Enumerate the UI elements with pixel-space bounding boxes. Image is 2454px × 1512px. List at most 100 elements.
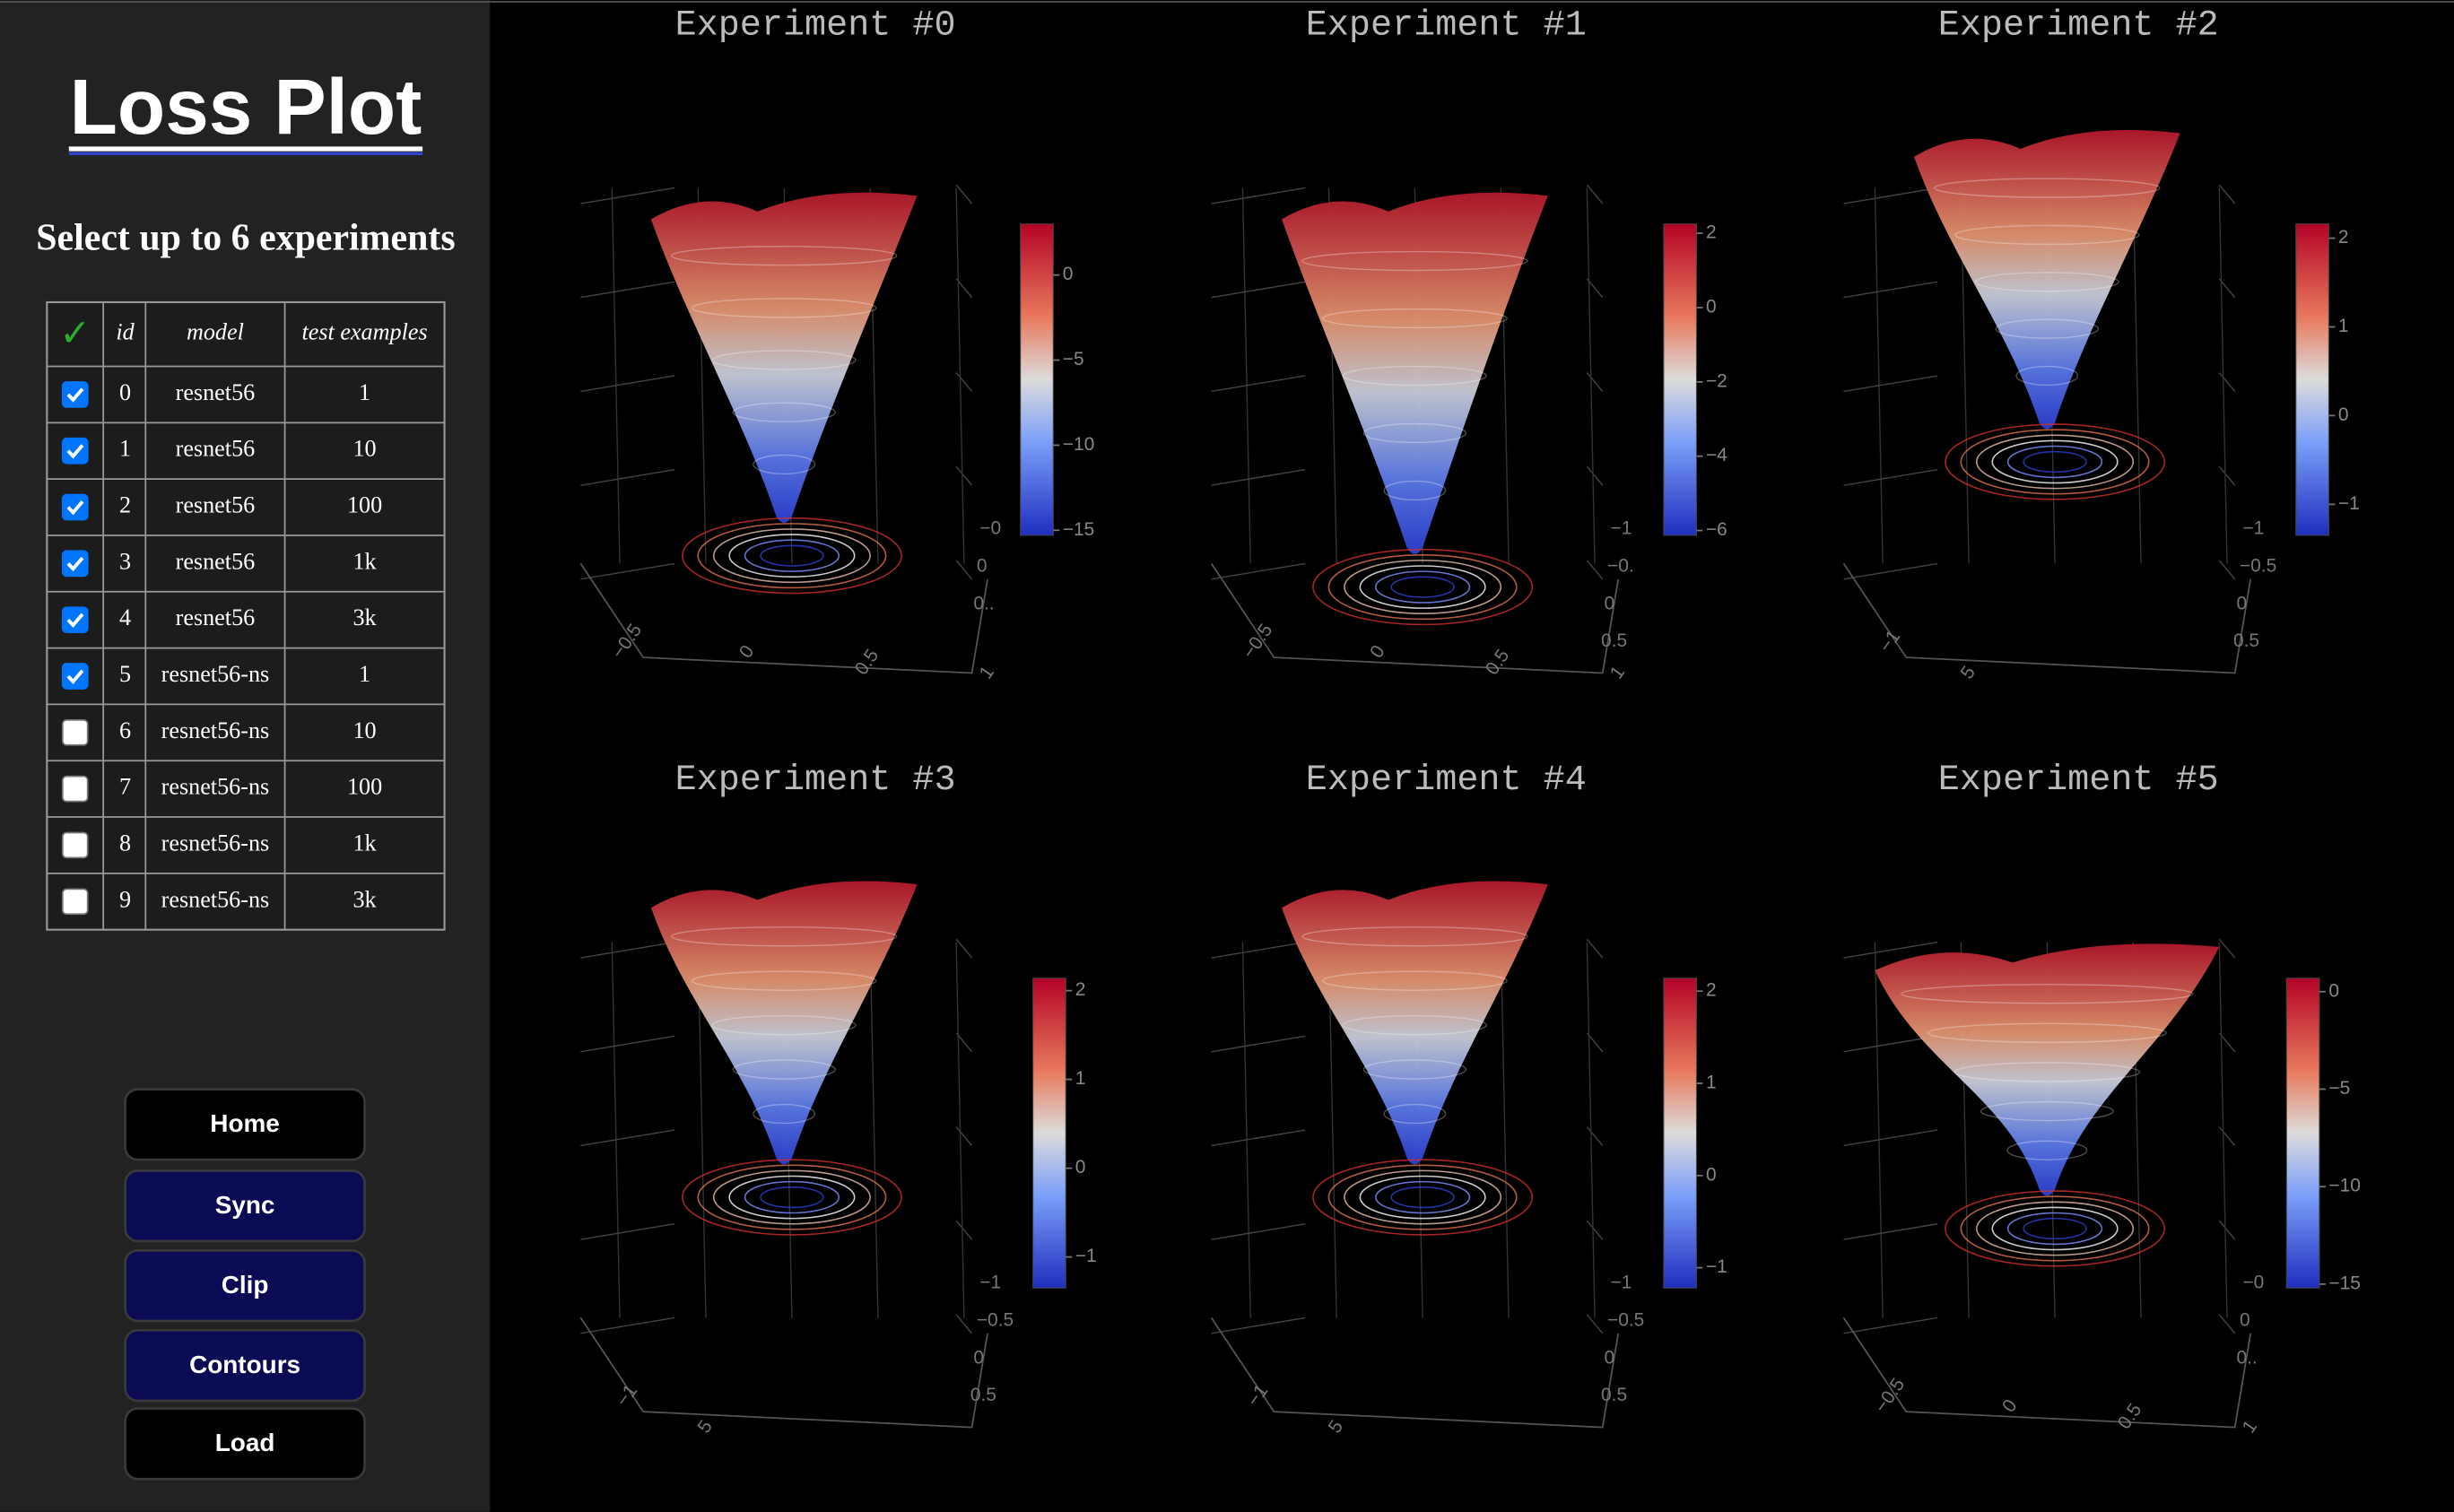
button[interactable]	[124, 1249, 366, 1323]
surface-contour	[1927, 1022, 2167, 1044]
button-label[interactable]: Contours	[189, 1351, 300, 1378]
column-header: model	[187, 319, 244, 345]
surface	[1282, 881, 1548, 1165]
column-header: test examples	[301, 319, 427, 345]
colorbar-tick-label: 0	[1706, 1164, 1717, 1185]
box-grid	[611, 942, 621, 1318]
box-floor	[579, 1316, 988, 1429]
box-floor	[1210, 1316, 1620, 1429]
button[interactable]	[124, 1329, 366, 1403]
checkmark	[66, 669, 84, 684]
box-grid	[1843, 1129, 1938, 1147]
button-label[interactable]: Clip	[222, 1271, 269, 1299]
row-test-examples: 1k	[352, 830, 377, 856]
surface-contour	[691, 298, 877, 318]
row-test-examples: 100	[347, 492, 382, 518]
button[interactable]	[124, 1169, 366, 1243]
box-grid	[1586, 1314, 1604, 1334]
floor-contour	[1976, 434, 2135, 490]
box-grid	[1211, 1035, 1306, 1053]
colorbar	[2295, 223, 2329, 536]
surface-contour	[1322, 308, 1508, 329]
button[interactable]	[124, 1088, 366, 1161]
colorbar-tick-label: 0	[1706, 296, 1717, 317]
box-grid	[1843, 281, 1938, 299]
box-floor	[1842, 1316, 2252, 1429]
floor-contour	[1327, 1164, 1518, 1230]
row-checkbox[interactable]	[61, 663, 89, 690]
plot-title: Experiment #3	[675, 760, 956, 801]
page-title[interactable]: Loss Plot	[70, 64, 422, 151]
button[interactable]	[124, 1407, 366, 1481]
surface-contour	[2015, 365, 2079, 387]
row-checkbox[interactable]	[61, 437, 89, 465]
surface-contour	[1383, 1103, 1447, 1125]
axis-tick-label: 0.5	[1601, 1385, 1627, 1405]
colorbar-tick-label: −5	[1063, 349, 1084, 369]
box-grid	[1586, 942, 1596, 1318]
row-model: resnet56	[176, 548, 256, 574]
checkmark	[66, 444, 84, 459]
colorbar-tick-label: 0	[2338, 404, 2349, 425]
box-grid	[580, 1223, 675, 1240]
box-grid	[2218, 187, 2228, 564]
surface	[1875, 943, 2220, 1196]
surface-contour	[1383, 480, 1447, 501]
floor-contour	[1390, 1186, 1455, 1209]
box-grid	[1211, 375, 1306, 393]
row-model: resnet56-ns	[161, 886, 270, 912]
row-id: 7	[119, 774, 131, 800]
surface-contour	[1980, 1100, 2114, 1122]
row-checkbox[interactable]	[61, 606, 89, 634]
select-all-check[interactable]: ✓	[59, 312, 91, 354]
box-grid	[1843, 1223, 1938, 1240]
box-grid	[1211, 1316, 1306, 1334]
column-header: id	[116, 319, 135, 345]
button-label[interactable]: Load	[215, 1429, 275, 1456]
axis-tick-label: 0..	[2236, 1347, 2257, 1368]
row-checkbox[interactable]	[61, 888, 89, 916]
box-grid	[580, 1129, 675, 1147]
floor-contour	[1312, 1159, 1534, 1236]
row-id: 3	[119, 548, 131, 574]
plot-title: Experiment #1	[1306, 6, 1587, 47]
row-checkbox[interactable]	[61, 381, 89, 408]
plot-grid: Experiment #00−5−10−15−0.5 0 0.5 1−000..Exp…	[579, 6, 2361, 1437]
colorbar	[1032, 978, 1066, 1289]
floor-contour	[697, 523, 887, 589]
checkmark	[66, 500, 84, 516]
colorbar-tick-label: −10	[2328, 1176, 2360, 1196]
row-checkbox[interactable]	[61, 493, 89, 521]
floor-contour	[1945, 1190, 2165, 1267]
floor-contour	[1344, 560, 1502, 614]
colorbar-tick-label: −10	[1063, 434, 1095, 455]
box-grid	[1586, 1126, 1604, 1146]
surface-contour	[1362, 422, 1467, 444]
button-label[interactable]: Sync	[215, 1191, 275, 1219]
box-grid	[580, 1035, 675, 1053]
floor-contour	[1327, 553, 1518, 621]
colorbar-tick-label: −1	[1075, 1246, 1097, 1266]
row-checkbox[interactable]	[61, 550, 89, 578]
colorbar-tick-label: 0	[1075, 1157, 1086, 1177]
colorbar-tick-label: 0	[2328, 980, 2339, 1001]
row-checkbox[interactable]	[61, 718, 89, 746]
surface-contour	[1301, 250, 1528, 272]
row-id: 1	[119, 436, 131, 462]
row-checkbox[interactable]	[61, 775, 89, 803]
box-grid	[1241, 942, 1251, 1318]
colorbar-tick-label: −6	[1706, 519, 1727, 540]
box-grid	[1211, 281, 1306, 299]
box-grid	[1211, 1129, 1306, 1147]
box-grid	[611, 187, 621, 564]
axis-tick-label: −1	[979, 1273, 1001, 1293]
row-checkbox[interactable]	[61, 831, 89, 859]
colorbar	[1663, 223, 1697, 536]
button-label[interactable]: Home	[210, 1109, 280, 1137]
surface-contour	[711, 1014, 857, 1036]
surface	[1914, 129, 2180, 430]
surface-contour	[732, 402, 836, 422]
colorbar-tick-label: 2	[2338, 227, 2349, 248]
